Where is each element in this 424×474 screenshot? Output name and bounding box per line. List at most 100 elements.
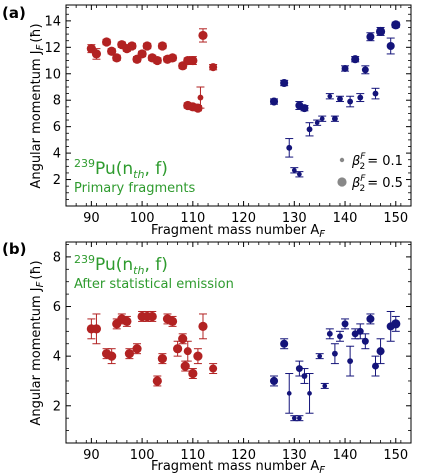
data-point [286, 391, 292, 396]
data-point [91, 324, 102, 334]
data-point [197, 94, 204, 101]
data-point [297, 171, 302, 177]
y-tick-label: 6 [53, 300, 61, 315]
data-point [372, 90, 379, 97]
data-point [137, 49, 147, 59]
x-tick-label: 120 [231, 448, 256, 463]
reaction-annotation-b: 239Pu(nth, f) [74, 253, 168, 277]
data-point [188, 55, 198, 66]
data-point [376, 347, 385, 356]
data-point [147, 311, 157, 322]
data-point [209, 63, 218, 72]
data-point [291, 415, 297, 421]
y-tick-label: 4 [53, 147, 61, 162]
data-point [300, 104, 309, 113]
y-axis-label-b: Angular momentum JF(ħ) [29, 260, 46, 425]
data-point [124, 349, 135, 359]
annotation-note-a: Primary fragments [74, 181, 196, 196]
data-point [347, 358, 354, 365]
data-point [173, 344, 183, 354]
data-point [386, 41, 395, 51]
x-tick-label: 150 [383, 448, 408, 463]
data-point [112, 53, 122, 63]
data-point [107, 351, 117, 361]
data-point [127, 41, 137, 51]
data-point [157, 41, 167, 51]
reaction-annotation-a: 239Pu(nth, f) [74, 157, 168, 181]
x-tick-label: 110 [180, 211, 205, 226]
y-tick-label: 12 [44, 41, 61, 56]
y-axis-label-a: Angular momentum JF(ħ) [29, 23, 46, 188]
y-tick-label: 6 [53, 120, 61, 135]
data-point [280, 339, 289, 348]
data-point [209, 364, 218, 373]
data-point [341, 320, 349, 328]
data-point [391, 20, 401, 30]
data-point [167, 53, 178, 63]
data-point [198, 30, 208, 41]
data-point [351, 55, 360, 64]
panel-label-a: (a) [2, 4, 26, 22]
x-tick-label: 130 [282, 448, 307, 463]
data-point [337, 95, 343, 102]
data-point [375, 26, 386, 37]
data-point [391, 319, 401, 329]
x-axis-label-a: Fragment mass number AF [151, 223, 325, 240]
data-point [361, 337, 369, 345]
x-tick-label: 140 [333, 448, 358, 463]
y-tick-label: 8 [53, 250, 61, 265]
x-axis-label-b: Fragment mass number AF [151, 459, 325, 474]
data-point [152, 376, 162, 386]
data-point [122, 316, 132, 327]
data-point [307, 391, 312, 396]
data-point [178, 334, 188, 344]
data-point [132, 344, 142, 354]
data-point [188, 368, 198, 379]
data-point [183, 347, 192, 356]
legend-marker-small [339, 157, 345, 163]
legend-entry-small: βF 2 = 0.1 [351, 152, 403, 172]
data-point [331, 115, 338, 122]
data-point [366, 314, 375, 323]
x-tick-label: 90 [83, 448, 100, 463]
data-point [341, 64, 349, 72]
data-point [180, 361, 190, 371]
data-point [280, 78, 289, 88]
x-tick-label: 150 [383, 211, 408, 226]
y-tick-label: 8 [53, 94, 61, 109]
data-marks-a [86, 20, 401, 178]
data-point [326, 330, 333, 337]
data-point [306, 126, 313, 133]
legend-marker-large [337, 177, 347, 187]
y-tick-label: 4 [53, 350, 61, 365]
panel-label-b: (b) [2, 240, 26, 258]
data-point [319, 116, 325, 122]
x-tick-label: 130 [282, 211, 307, 226]
data-point [361, 66, 369, 74]
data-point [301, 373, 308, 379]
data-point [286, 144, 293, 151]
data-point [366, 32, 375, 41]
y-tick-label: 2 [53, 399, 61, 414]
axis-ticks-a: 90 100 110 120 130 140 150 2 4 6 8 10 12 14 [44, 5, 412, 226]
x-tick-label: 90 [83, 211, 100, 226]
axis-ticks-b: 90 100 110 120 130 140 150 2 4 6 8 [53, 242, 412, 463]
data-point [269, 97, 279, 106]
panel-b: (b) 90 100 110 120 130 140 150 2 4 6 8 Angular mom… [2, 240, 412, 474]
x-tick-label: 100 [130, 448, 155, 463]
data-point [142, 41, 152, 51]
data-point [347, 98, 354, 105]
x-tick-label: 120 [231, 211, 256, 226]
x-tick-label: 140 [333, 211, 358, 226]
data-point [322, 383, 328, 389]
data-point [91, 49, 102, 59]
x-tick-label: 110 [180, 448, 205, 463]
legend-entry-large: βF 2 = 0.5 [351, 174, 403, 194]
data-point [152, 55, 162, 66]
data-point [198, 321, 208, 331]
y-tick-label: 14 [44, 14, 61, 29]
data-point [269, 376, 279, 386]
panel-a: (a) 90 100 110 120 130 140 150 2 4 6 8 10 12 14 Angul… [2, 4, 412, 240]
data-point [317, 353, 323, 359]
